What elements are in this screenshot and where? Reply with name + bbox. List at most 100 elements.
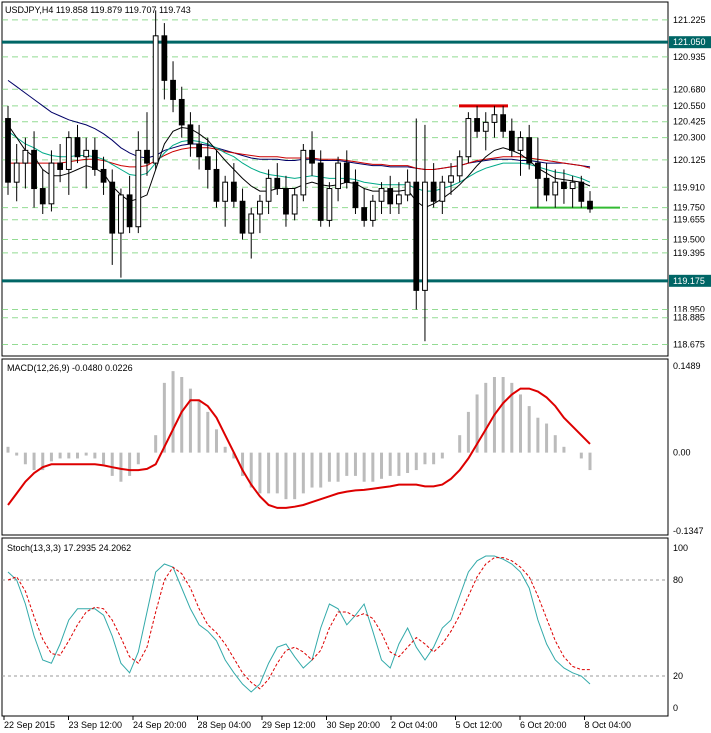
price-tick-label: 120.550: [673, 101, 706, 111]
candle-bear: [230, 181, 237, 202]
candle-bear: [39, 188, 46, 205]
price-label-bg: [669, 274, 711, 287]
macd-header: MACD(12,26,9) -0.0480 0.0226: [7, 363, 133, 373]
macd-panel-frame: [1, 358, 669, 536]
candle-bear: [170, 79, 176, 100]
price-tick-label: 118.950: [673, 304, 705, 314]
time-tick-label: 24 Sep 20:00: [133, 720, 187, 730]
ma-fast-line: [7, 130, 591, 192]
candle-bull: [482, 121, 489, 132]
price-label-bg: [669, 233, 711, 246]
price-label-bg: [669, 311, 711, 324]
candle-bear: [178, 98, 185, 126]
candle-bear: [109, 181, 116, 234]
candle-bear: [126, 194, 133, 228]
candle-bull: [378, 188, 385, 202]
candle-bull: [404, 181, 411, 196]
price-tick-label: 119.500: [673, 234, 705, 244]
candle-bear: [508, 130, 515, 151]
candle-bear: [578, 181, 585, 202]
candle-bear: [317, 162, 324, 221]
time-tick-label: 30 Sep 20:00: [327, 720, 381, 730]
price-label-bg: [669, 83, 711, 96]
time-tick-label: 2 Oct 04:00: [391, 720, 438, 730]
candle-bull: [465, 118, 472, 158]
candle-bear: [196, 143, 202, 158]
stoch-tick-label: 100: [673, 543, 688, 553]
candle-bull: [48, 162, 55, 205]
candle-bull: [222, 181, 229, 202]
stoch-signal-line: [7, 557, 590, 690]
stoch-tick-label: 0: [673, 703, 678, 713]
candle-bull: [552, 181, 559, 196]
candle-bear: [413, 181, 420, 291]
candle-bear: [474, 118, 480, 132]
price-tick-label: 119.910: [673, 182, 705, 192]
price-tick-label: 121.225: [673, 15, 706, 25]
candle-bull: [291, 194, 298, 215]
price-label-bg: [669, 50, 711, 63]
ma-slow-line: [7, 79, 591, 170]
candle-bull: [83, 149, 90, 158]
macd-signal-line: [7, 387, 591, 509]
candle-bear: [283, 188, 289, 215]
price-label-bg: [669, 13, 711, 26]
time-tick-label: 23 Sep 12:00: [69, 720, 123, 730]
price-tick-label: 120.680: [673, 84, 706, 94]
stoch-panel-frame: [1, 537, 669, 717]
candle-bear: [561, 181, 567, 190]
candle-bull: [369, 200, 376, 221]
candle-bull: [248, 213, 255, 234]
candle-bull: [265, 177, 272, 202]
price-tick-label: 119.655: [673, 215, 705, 225]
price-label-bg: [669, 153, 711, 166]
stoch-tick-label: 20: [673, 671, 683, 681]
price-label-bg: [669, 338, 711, 351]
stochastic-indicator: 100 80 20 0: [2, 543, 688, 713]
price-tick-label: 119.175: [673, 276, 705, 286]
time-tick-label: 6 Oct 20:00: [520, 720, 567, 730]
price-tick-label: 121.050: [673, 37, 706, 47]
stoch-header: Stoch(13,3,3) 17.2935 24.2062: [7, 543, 131, 553]
candle-bear: [31, 149, 37, 190]
candle-bear: [213, 168, 220, 202]
candle-bear: [100, 168, 107, 183]
candle-bear: [543, 177, 550, 196]
price-tick-label: 119.395: [673, 248, 705, 258]
candle-bear: [534, 162, 541, 179]
candle-bear: [204, 156, 211, 170]
time-tick-label: 22 Sep 2015: [4, 720, 55, 730]
candle-bear: [500, 114, 507, 132]
macd-tick-label: 0.1489: [673, 361, 701, 371]
price-axis: 121.225 121.050 120.935 120.680 120.550 120.4…: [669, 13, 711, 351]
candle-bear: [187, 124, 194, 145]
price-tick-label: 120.300: [673, 133, 706, 143]
candle-bear: [526, 137, 533, 164]
macd-tick-label: -0.1347: [673, 526, 704, 536]
price-label-bg: [669, 201, 711, 214]
candle-bear: [74, 137, 81, 158]
candle-bear: [587, 200, 593, 210]
candle-bull: [326, 188, 333, 221]
macd-indicator: 0.1489 0.00 -0.1347: [6, 361, 704, 536]
candle-bull: [22, 149, 29, 164]
price-tick-label: 118.885: [673, 313, 705, 323]
candle-bull: [396, 194, 402, 205]
candle-bull: [517, 137, 524, 151]
stoch-tick-label: 80: [673, 575, 683, 585]
price-tick-label: 118.675: [673, 339, 705, 349]
candle-bear: [309, 149, 315, 164]
chart-header: USDJPY,H4 119.858 119.879 119.707 119.74…: [5, 5, 191, 15]
price-tick-label: 119.750: [673, 203, 705, 213]
price-label-bg: [669, 131, 711, 144]
price-tick-label: 120.125: [673, 155, 706, 165]
time-tick-label: 5 Oct 12:00: [456, 720, 503, 730]
candle-bull: [456, 156, 463, 177]
candle-bull: [152, 35, 159, 164]
candle-bull: [257, 200, 263, 215]
price-label-bg: [669, 213, 711, 226]
candle-bear: [343, 162, 350, 183]
candle-bull: [65, 137, 72, 170]
candle-bull: [13, 162, 20, 183]
